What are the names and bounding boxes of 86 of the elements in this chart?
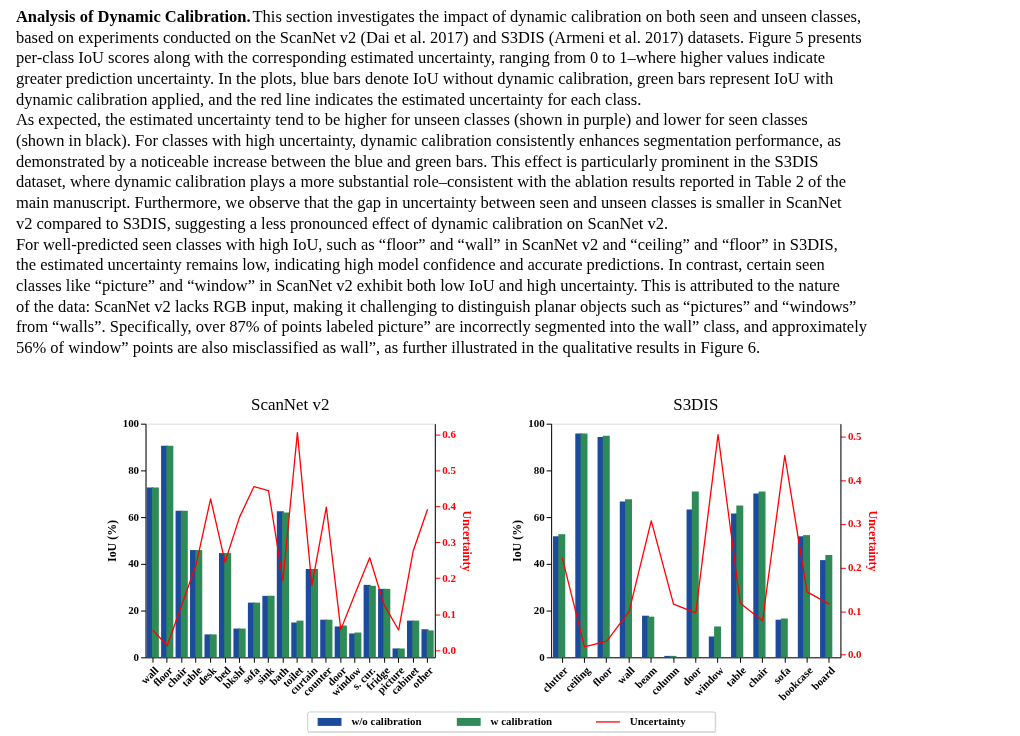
text: dataset, where dynamic calibration plays a more substantial role–consistent with the ablation results reported in Table 2 of the bbox=[15, 172, 847, 192]
bar bbox=[166, 445, 174, 658]
text: per-class IoU scores along with the corresponding estimated uncertainty, ranging from 0 to 1–where higher values indicate bbox=[15, 48, 826, 68]
y-tick-label: 80 bbox=[533, 463, 546, 476]
bar bbox=[803, 535, 811, 658]
bar bbox=[224, 553, 232, 658]
text: demonstrated by a noticeable increase between the blue and green bars. This effect is particularly prominent in the S3DIS bbox=[15, 151, 819, 171]
y2-tick-label: 0.6 bbox=[442, 427, 457, 440]
bar bbox=[296, 620, 304, 658]
bar bbox=[647, 616, 655, 658]
text: dynamic calibration applied, and the red line indicates the estimated uncertainty for each class. bbox=[15, 89, 642, 109]
bar bbox=[282, 512, 290, 658]
line-series bbox=[152, 432, 429, 647]
chart-title: ScanNet v2 bbox=[251, 394, 330, 414]
y-tick-label: 60 bbox=[128, 510, 140, 523]
y-tick-label: 60 bbox=[533, 510, 546, 523]
y2-tick-label: 0.5 bbox=[847, 430, 863, 443]
y-tick-label: 100 bbox=[122, 417, 140, 430]
text: v2 compared to S3DIS, suggesting a less pronounced effect of dynamic calibration on ScanNet v2. bbox=[15, 213, 669, 233]
bar bbox=[602, 435, 610, 658]
bar bbox=[736, 505, 744, 658]
legend-label: w/o calibration bbox=[351, 714, 422, 727]
text: main manuscript. Furthermore, we observe that the gap in uncertainty between seen and unseen classes is smaller in ScanNet bbox=[15, 193, 842, 213]
text: from “walls”. Specifically, over 87% of points labeled picture” are incorrectly segmented into the wall” class, and approximately bbox=[15, 317, 868, 337]
bar bbox=[758, 491, 766, 658]
y2-tick-label: 0.1 bbox=[442, 607, 456, 620]
bar bbox=[151, 487, 159, 658]
y2-tick-label: 0.4 bbox=[442, 499, 457, 512]
text: classes like “picture” and “window” in ScanNet v2 exhibit both low IoU and high uncertainty. This is attributed to the nature bbox=[15, 275, 840, 295]
legend-label: Uncertainty bbox=[629, 714, 687, 727]
line-series bbox=[561, 433, 830, 648]
bar bbox=[714, 626, 722, 658]
y2-axis-title: Uncertainty bbox=[459, 510, 474, 572]
bar bbox=[580, 433, 588, 658]
bar bbox=[426, 630, 434, 658]
bar bbox=[397, 648, 405, 658]
y2-axis-title: Uncertainty bbox=[865, 510, 880, 572]
y2-tick-label: 0.0 bbox=[847, 648, 863, 661]
bar bbox=[209, 634, 217, 658]
y-tick-label: 20 bbox=[533, 604, 546, 617]
y-tick-label: 100 bbox=[528, 417, 546, 430]
text: For well-predicted seen classes with high IoU, such as “floor” and “wall” in ScanNet v2 and “ceiling” and “floor” in S3DIS, bbox=[15, 234, 838, 254]
text: As expected, the estimated uncertainty tend to be higher for unseen classes (shown in purple) and lower for seen classes bbox=[15, 110, 808, 130]
y-axis-title: IoU (%) bbox=[104, 519, 119, 562]
bar bbox=[383, 588, 391, 658]
text: (shown in black). For classes with high uncertainty, dynamic calibration consistently enhances segmentation performance, as bbox=[15, 131, 841, 151]
text: of the data: ScanNet v2 lacks RGB input, making it challenging to distinguish planar objects such as “pictures” and “windows” bbox=[15, 296, 857, 316]
y-tick-label: 40 bbox=[533, 557, 546, 570]
y-tick-label: 0 bbox=[539, 650, 546, 663]
bar bbox=[195, 550, 203, 658]
bar bbox=[354, 632, 362, 658]
bar bbox=[558, 534, 566, 658]
y2-tick-label: 0.5 bbox=[442, 463, 457, 476]
bar bbox=[253, 602, 261, 658]
bar bbox=[691, 491, 699, 658]
legend-label: w calibration bbox=[490, 714, 553, 727]
y-tick-label: 20 bbox=[128, 604, 140, 617]
text: Analysis of Dynamic Calibration. bbox=[15, 7, 251, 27]
text: the estimated uncertainty remains low, indicating high model confidence and accurate predictions. In contrast, certain seen bbox=[15, 255, 825, 275]
bar bbox=[325, 619, 333, 658]
y-tick-label: 0 bbox=[133, 650, 140, 663]
chart-title: S3DIS bbox=[673, 394, 719, 414]
text: greater prediction uncertainty. In the plots, blue bars denote IoU without dynamic calibration, green bars represent IoU with bbox=[15, 69, 834, 89]
y-tick-label: 80 bbox=[128, 463, 140, 476]
bar bbox=[267, 595, 275, 658]
y2-tick-label: 0.4 bbox=[847, 473, 863, 486]
bar bbox=[625, 499, 633, 658]
bar bbox=[368, 585, 376, 658]
y2-tick-label: 0.2 bbox=[442, 571, 456, 584]
bar bbox=[311, 568, 318, 658]
y2-tick-label: 0.3 bbox=[847, 517, 863, 530]
text: 56% of window” points are also misclassified as wall”, as further illustrated in the qualitative results in Figure 6. bbox=[15, 337, 761, 357]
bar bbox=[825, 554, 833, 658]
bar bbox=[339, 625, 347, 658]
y-axis-title: IoU (%) bbox=[510, 519, 525, 562]
text: based on experiments conducted on the ScanNet v2 (Dai et al. 2017) and S3DIS (Armeni et al. 2017) datasets. Figure 5 presents bbox=[15, 27, 862, 47]
bar bbox=[180, 510, 188, 658]
bar bbox=[412, 620, 420, 658]
y-tick-label: 40 bbox=[128, 557, 140, 570]
y2-tick-label: 0.3 bbox=[442, 535, 457, 548]
bar bbox=[238, 628, 246, 658]
bar bbox=[780, 618, 788, 658]
y2-tick-label: 0.2 bbox=[847, 560, 862, 573]
y2-tick-label: 0.0 bbox=[442, 643, 457, 656]
y2-tick-label: 0.1 bbox=[847, 604, 862, 617]
text: This section investigates the impact of dynamic calibration on both seen and unseen classes, bbox=[252, 7, 862, 27]
